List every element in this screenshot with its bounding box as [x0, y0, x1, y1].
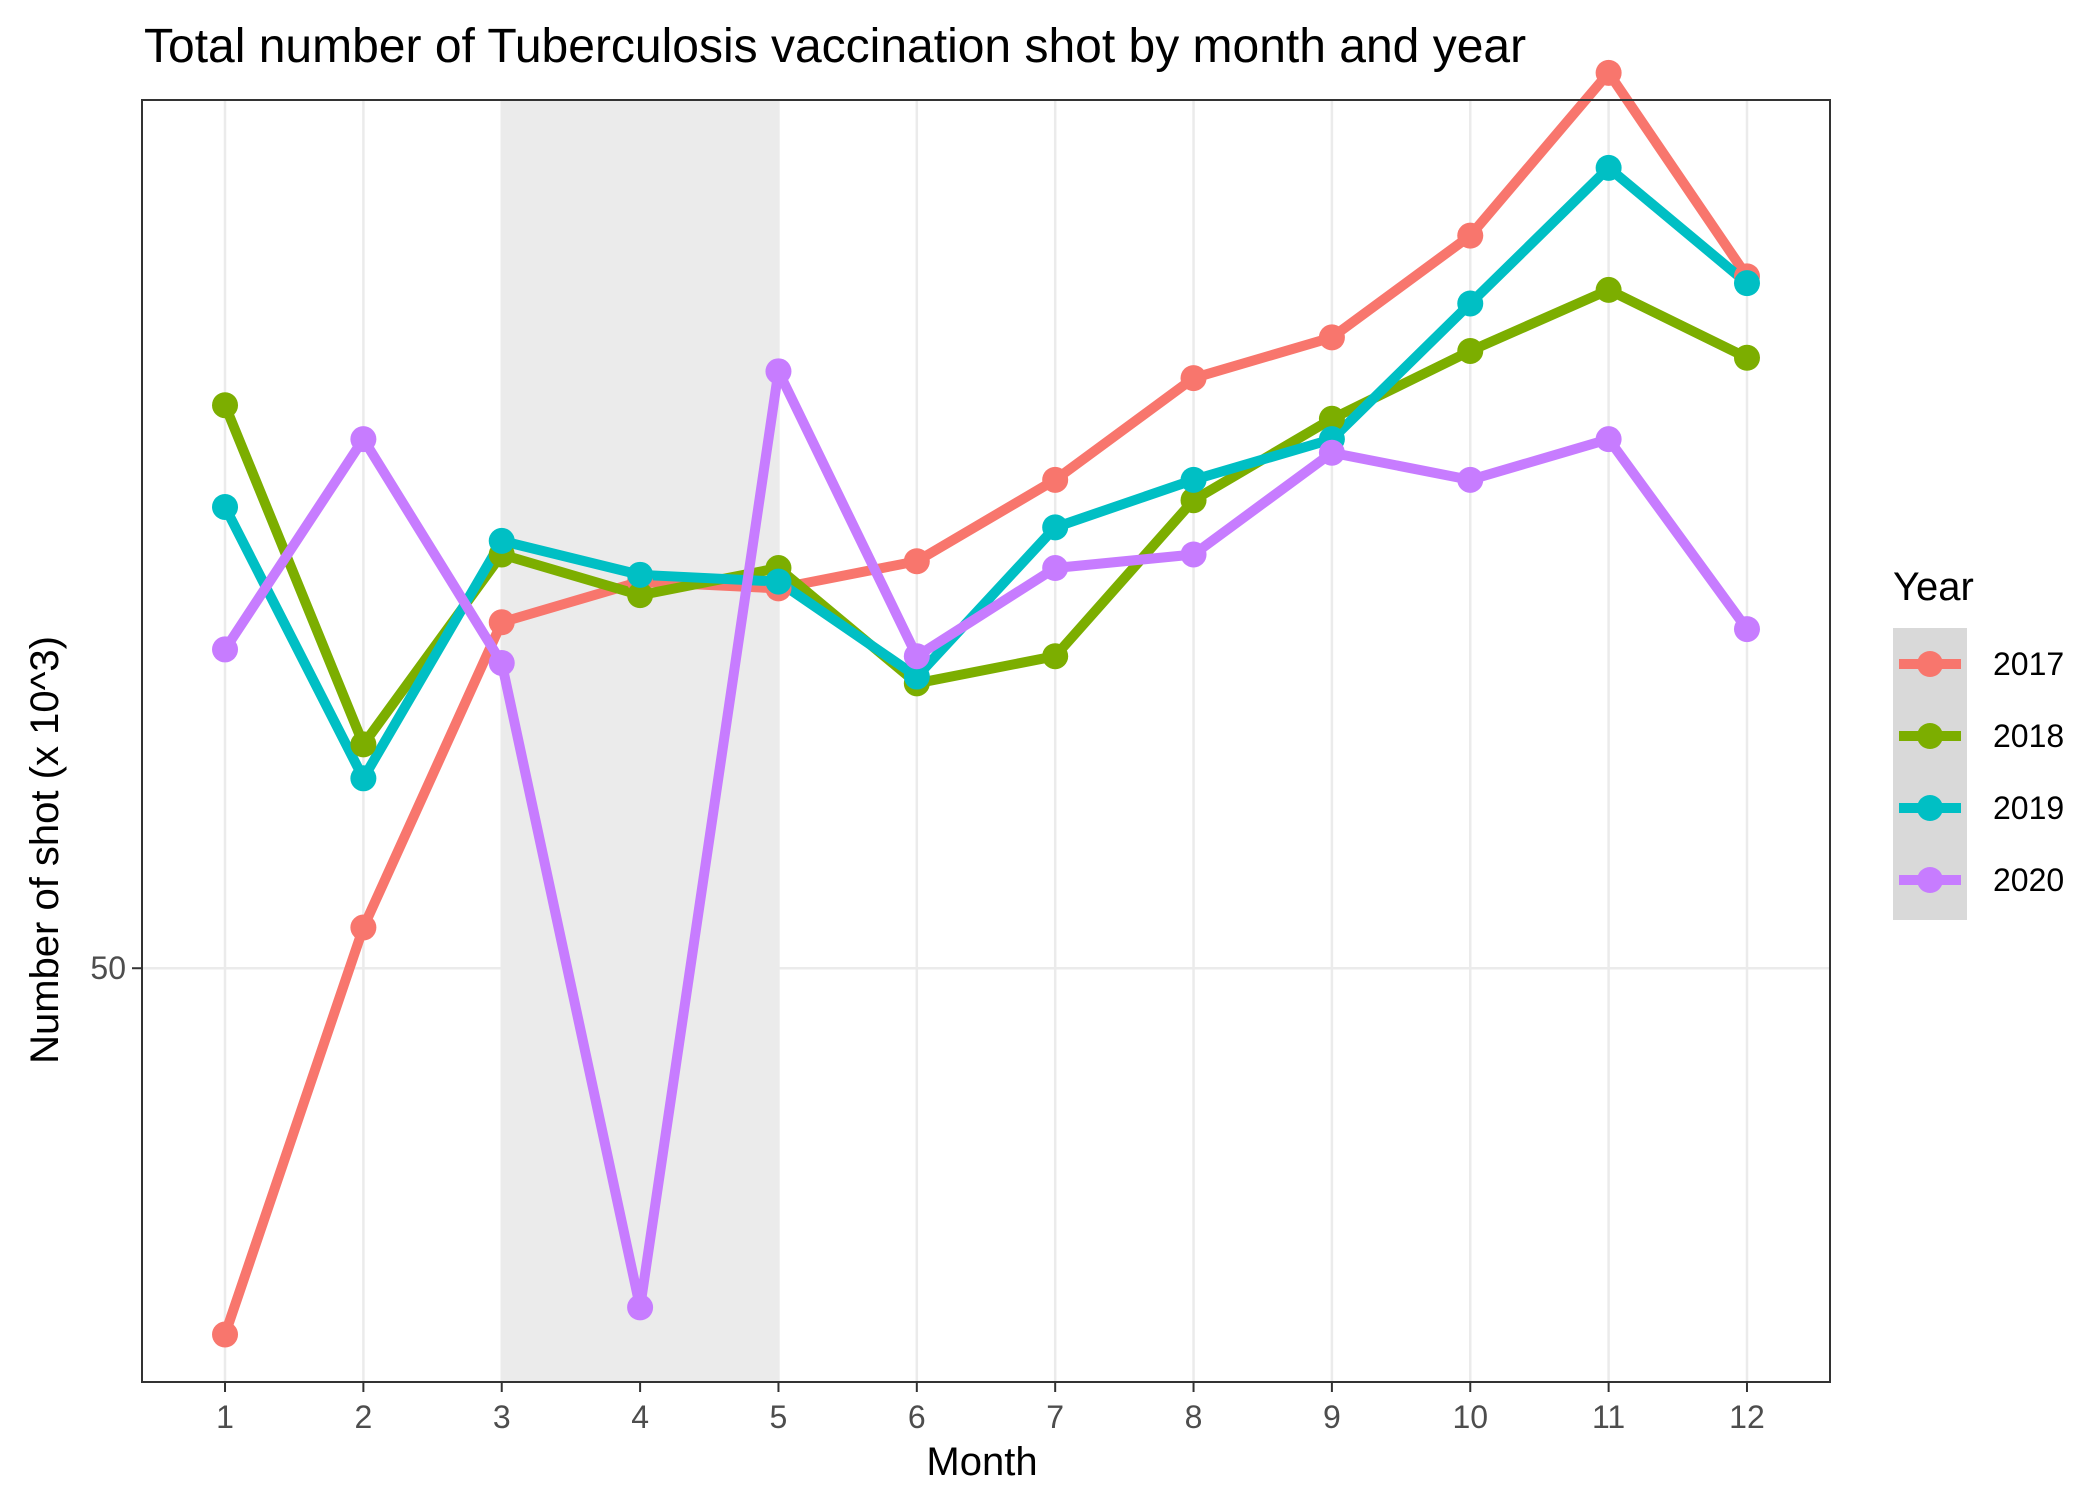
y-axis: 50 — [90, 950, 142, 986]
data-point-2017 — [212, 1321, 239, 1348]
data-point-2019 — [1180, 466, 1207, 493]
data-point-2020 — [1042, 555, 1069, 582]
data-point-2019 — [627, 561, 654, 588]
data-point-2020 — [1180, 541, 1207, 568]
data-point-2017 — [1595, 59, 1622, 86]
data-point-2020 — [1595, 426, 1622, 453]
data-point-2019 — [1457, 290, 1484, 317]
data-point-2020 — [1457, 466, 1484, 493]
data-point-2020 — [488, 649, 515, 676]
data-point-2018 — [1457, 337, 1484, 364]
data-point-2018 — [350, 731, 377, 758]
panel-border — [141, 99, 1831, 1383]
series-line-2017 — [220, 67, 1752, 1340]
y-tick-label: 50 — [90, 950, 126, 986]
data-point-2019 — [765, 568, 792, 595]
data-point-2020 — [1318, 439, 1345, 466]
series-points — [212, 59, 1760, 1348]
data-point-2019 — [1595, 154, 1622, 181]
legend-items: 2017 2018 2019 2020 — [1899, 646, 2064, 898]
data-point-2018 — [212, 392, 239, 419]
data-point-2020 — [212, 636, 239, 663]
data-point-2020 — [1733, 616, 1760, 643]
data-point-2020 — [627, 1294, 654, 1321]
data-point-2018 — [1733, 344, 1760, 371]
data-point-2017 — [1180, 365, 1207, 392]
x-axis-title: Month — [926, 1440, 1037, 1484]
data-point-2019 — [350, 765, 377, 792]
data-point-2019 — [1733, 270, 1760, 297]
chart-title: Total number of Tuberculosis vaccination… — [144, 20, 1526, 73]
x-tick-label: 12 — [1729, 1399, 1765, 1435]
x-tick-label: 3 — [493, 1399, 511, 1435]
series-lines — [220, 67, 1752, 1340]
data-point-2017 — [350, 914, 377, 941]
data-point-2018 — [1180, 487, 1207, 514]
data-point-2020 — [903, 643, 930, 670]
legend-label-2018: 2018 — [1993, 718, 2064, 754]
x-tick-label: 2 — [354, 1399, 372, 1435]
legend: Year 2017 2018 2019 2020 — [1893, 565, 2064, 920]
legend-key-point-2020 — [1917, 867, 1943, 893]
x-tick-label: 5 — [770, 1399, 788, 1435]
data-point-2017 — [1318, 324, 1345, 351]
x-tick-label: 11 — [1592, 1399, 1625, 1435]
legend-key-point-2017 — [1917, 651, 1943, 677]
x-tick-label: 4 — [631, 1399, 649, 1435]
data-point-2018 — [1318, 405, 1345, 432]
legend-title: Year — [1893, 565, 1974, 609]
grid-lines — [142, 100, 1830, 1382]
legend-label-2019: 2019 — [1993, 790, 2064, 826]
data-point-2017 — [1042, 466, 1069, 493]
panel-background — [142, 100, 1830, 1382]
data-point-2017 — [488, 609, 515, 636]
legend-label-2020: 2020 — [1993, 862, 2064, 898]
data-point-2019 — [903, 663, 930, 690]
x-tick-label: 1 — [216, 1399, 234, 1435]
data-point-2018 — [1595, 276, 1622, 303]
x-tick-label: 10 — [1452, 1399, 1488, 1435]
x-tick-label: 8 — [1185, 1399, 1203, 1435]
series-line-2020 — [220, 366, 1752, 1313]
legend-key-point-2019 — [1917, 795, 1943, 821]
data-point-2017 — [1457, 222, 1484, 249]
data-point-2018 — [1042, 643, 1069, 670]
data-point-2019 — [488, 527, 515, 554]
x-tick-label: 6 — [908, 1399, 926, 1435]
data-point-2018 — [627, 582, 654, 609]
legend-label-2017: 2017 — [1993, 646, 2064, 682]
series-line-2019 — [220, 162, 1752, 784]
data-point-2019 — [212, 493, 239, 520]
x-tick-label: 9 — [1323, 1399, 1341, 1435]
legend-key-point-2018 — [1917, 723, 1943, 749]
data-point-2020 — [765, 358, 792, 385]
data-point-2019 — [1042, 514, 1069, 541]
x-tick-label: 7 — [1046, 1399, 1064, 1435]
data-point-2020 — [350, 426, 377, 453]
data-point-2017 — [903, 548, 930, 575]
x-axis: 1 2 3 4 5 6 7 8 9 10 11 12 — [216, 1382, 1765, 1435]
y-axis-title: Number of shot (x 10^3) — [23, 636, 67, 1064]
plot-panel — [141, 59, 1831, 1383]
